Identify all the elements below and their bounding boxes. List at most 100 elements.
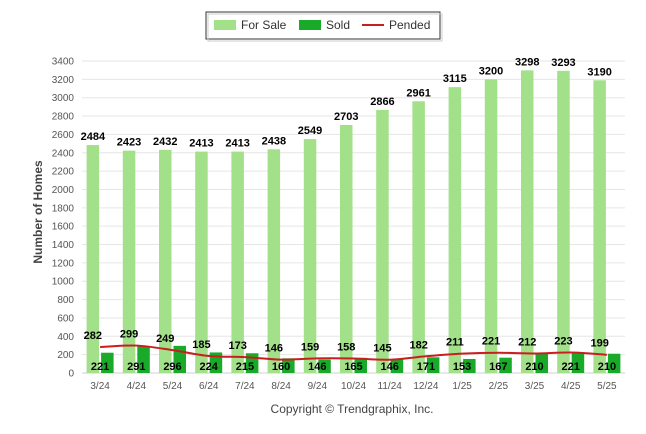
label-pended: 199 xyxy=(590,338,608,350)
legend-shadow xyxy=(207,13,443,42)
bar-for-sale xyxy=(593,80,606,373)
legend-items: For Sale Sold Pended xyxy=(214,18,430,32)
x-tick-label: 7/24 xyxy=(235,381,255,392)
label-sold: 171 xyxy=(417,361,435,373)
label-sold: 221 xyxy=(562,361,580,373)
x-tick-label: 2/25 xyxy=(489,381,509,392)
x-tick-label: 4/24 xyxy=(127,381,147,392)
label-for-sale: 2432 xyxy=(153,136,177,148)
label-sold: 291 xyxy=(127,361,145,373)
bar-for-sale xyxy=(231,151,244,373)
y-tick-label: 1600 xyxy=(52,222,75,233)
label-pended: 211 xyxy=(446,337,464,349)
x-tick-label: 5/24 xyxy=(163,381,183,392)
legend: For Sale Sold Pended xyxy=(205,11,443,42)
bar-sold xyxy=(499,357,512,373)
bar-for-sale xyxy=(122,150,136,373)
label-for-sale: 2413 xyxy=(225,138,249,150)
y-tick-label: 800 xyxy=(57,295,74,306)
bar-sold xyxy=(390,359,404,373)
y-tick-label: 2600 xyxy=(52,130,75,141)
bar-for-sale xyxy=(521,70,534,374)
label-for-sale: 2484 xyxy=(81,131,106,143)
y-tick-label: 3000 xyxy=(52,93,75,104)
legend-swatch-sold xyxy=(299,20,321,30)
label-sold: 210 xyxy=(525,361,543,373)
label-for-sale: 3293 xyxy=(551,57,575,69)
label-for-sale: 3200 xyxy=(479,65,503,77)
gridlines xyxy=(82,60,625,374)
label-for-sale: 2961 xyxy=(406,87,430,99)
label-pended: 145 xyxy=(373,343,391,355)
bar-for-sale xyxy=(159,149,172,373)
label-sold: 146 xyxy=(308,361,326,373)
legend-box xyxy=(205,11,441,40)
bar-sold xyxy=(354,357,367,373)
bar-for-sale xyxy=(303,139,317,373)
bar-sold xyxy=(426,357,440,373)
pended-line-group xyxy=(100,344,607,361)
bar-for-sale xyxy=(340,124,353,374)
label-for-sale: 2438 xyxy=(262,135,286,147)
label-pended: 158 xyxy=(337,342,355,354)
bar-for-sale xyxy=(412,101,425,374)
label-pended: 282 xyxy=(84,330,102,342)
x-tick-label: 11/24 xyxy=(378,381,403,392)
label-sold: 146 xyxy=(381,361,399,373)
x-tick-label: 3/25 xyxy=(525,381,545,392)
label-for-sale: 2703 xyxy=(334,111,358,123)
label-sold: 160 xyxy=(272,361,290,373)
label-pended: 299 xyxy=(120,329,138,341)
y-tick-label: 1200 xyxy=(52,258,75,269)
y-tick-label: 2400 xyxy=(52,148,75,159)
y-tick-label: 2000 xyxy=(52,185,75,196)
label-sold: 215 xyxy=(236,361,254,373)
label-pended: 146 xyxy=(265,343,283,355)
y-tick-label: 3400 xyxy=(52,57,75,68)
y-tick-label: 0 xyxy=(68,369,74,380)
bar-for-sale xyxy=(86,145,100,373)
x-axis-ticks: 3/24 4/24 5/24 6/24 7/24 8/24 9/24 10/24 11/24 12… xyxy=(90,381,617,392)
x-tick-label: 1/25 xyxy=(452,381,472,392)
data-labels: 2484 282 221 2423 299 291 2432 249 296 2413 185 224… xyxy=(81,56,616,373)
legend-label-for-sale: For Sale xyxy=(241,18,287,32)
bar-sold xyxy=(535,353,548,373)
label-for-sale: 2423 xyxy=(117,137,141,149)
y-tick-label: 1800 xyxy=(52,203,75,214)
bar-for-sale xyxy=(484,79,498,374)
bar-for-sale xyxy=(448,87,462,373)
y-axis-label: Number of Homes xyxy=(31,160,45,264)
label-pended: 173 xyxy=(228,340,246,352)
label-sold: 167 xyxy=(489,361,507,373)
label-sold: 210 xyxy=(598,361,616,373)
y-tick-label: 1000 xyxy=(52,277,75,288)
label-pended: 249 xyxy=(156,333,174,345)
label-sold: 296 xyxy=(163,361,181,373)
copyright-text: Copyright © Trendgraphix, Inc. xyxy=(271,402,434,416)
bar-for-sale xyxy=(557,70,570,374)
bar-for-sale xyxy=(195,151,208,373)
x-tick-label: 5/25 xyxy=(597,381,617,392)
bar-sold xyxy=(463,358,476,373)
y-axis-ticks: 0 200 400 600 800 1000 1200 1400 1600 1800 2000 220… xyxy=(52,57,75,380)
label-pended: 223 xyxy=(554,336,572,348)
x-tick-label: 9/24 xyxy=(308,381,328,392)
label-pended: 159 xyxy=(301,341,319,353)
bars xyxy=(86,70,621,374)
bar-sold xyxy=(282,358,295,373)
label-for-sale: 2413 xyxy=(189,138,213,150)
y-tick-label: 2200 xyxy=(52,167,75,178)
label-sold: 224 xyxy=(200,361,219,373)
bar-sold xyxy=(137,346,150,373)
bar-sold xyxy=(101,352,114,373)
y-tick-label: 3200 xyxy=(52,75,75,86)
label-sold: 165 xyxy=(344,361,362,373)
bar-sold xyxy=(318,359,331,373)
label-for-sale: 3190 xyxy=(587,66,611,78)
label-for-sale: 3298 xyxy=(515,56,539,68)
label-for-sale: 2549 xyxy=(298,125,322,137)
bar-sold xyxy=(571,352,585,373)
y-tick-label: 600 xyxy=(57,313,74,324)
legend-swatch-for-sale xyxy=(214,20,236,30)
